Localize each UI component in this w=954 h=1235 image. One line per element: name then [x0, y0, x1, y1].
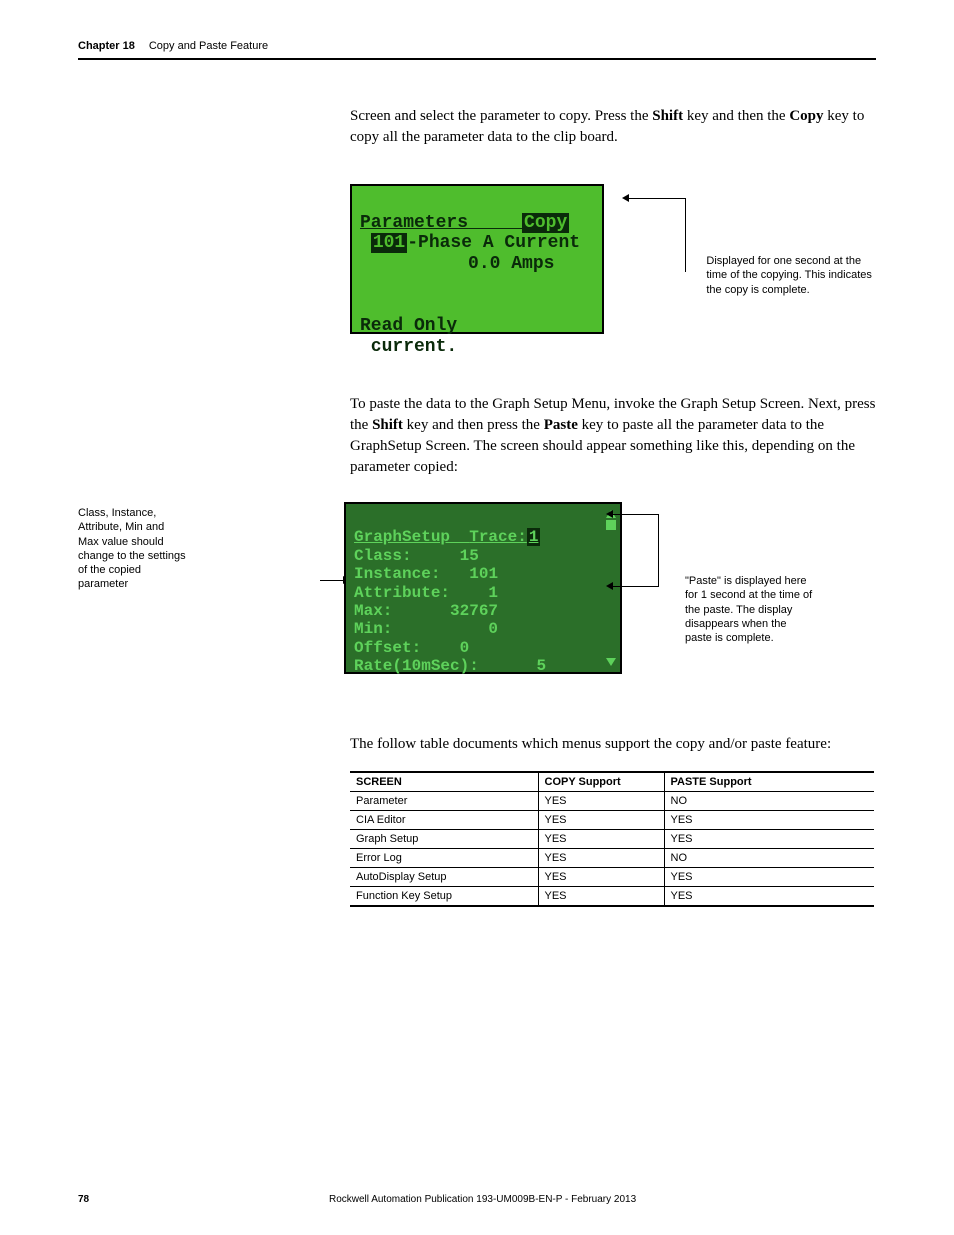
- table-cell: YES: [538, 830, 664, 849]
- table-cell: Function Key Setup: [350, 887, 538, 907]
- table-cell: YES: [664, 811, 874, 830]
- paste-note: "Paste" is displayed here for 1 second a…: [685, 502, 815, 645]
- chapter-number: Chapter 18: [78, 40, 135, 52]
- publication-line: Rockwell Automation Publication 193-UM00…: [89, 1194, 876, 1205]
- table-cell: YES: [538, 849, 664, 868]
- table-cell: Parameter: [350, 792, 538, 811]
- chapter-title: Copy and Paste Feature: [149, 40, 268, 52]
- lcd-paste-figure: Class, Instance, Attribute, Min and Max …: [78, 502, 876, 674]
- table-row: Error LogYESNO: [350, 849, 874, 868]
- table-cell: NO: [664, 849, 874, 868]
- table-cell: AutoDisplay Setup: [350, 868, 538, 887]
- table-cell: YES: [538, 792, 664, 811]
- th-copy: COPY Support: [538, 772, 664, 792]
- table-row: AutoDisplay SetupYESYES: [350, 868, 874, 887]
- table-header-row: SCREEN COPY Support PASTE Support: [350, 772, 874, 792]
- table-row: ParameterYESNO: [350, 792, 874, 811]
- table-cell: YES: [664, 887, 874, 907]
- table-cell: YES: [538, 868, 664, 887]
- lcd-parameters-screen: Parameters Copy 101-Phase A Current 0.0 …: [350, 184, 604, 334]
- table-cell: CIA Editor: [350, 811, 538, 830]
- paragraph-table-intro: The follow table documents which menus s…: [350, 734, 876, 755]
- paragraph-intro: Screen and select the parameter to copy.…: [350, 106, 876, 148]
- left-note: Class, Instance, Attribute, Min and Max …: [78, 502, 188, 592]
- table-cell: Graph Setup: [350, 830, 538, 849]
- table-cell: YES: [538, 887, 664, 907]
- right-arrow-connector: [636, 502, 671, 674]
- table-cell: NO: [664, 792, 874, 811]
- copy-note: Displayed for one second at the time of …: [706, 184, 876, 297]
- support-table: SCREEN COPY Support PASTE Support Parame…: [350, 771, 874, 907]
- table-cell: YES: [538, 811, 664, 830]
- lcd-graphsetup-screen: GraphSetup Trace:1 Class: 15 Instance: 1…: [344, 502, 622, 674]
- page-number: 78: [78, 1194, 89, 1205]
- table-cell: YES: [664, 830, 874, 849]
- th-screen: SCREEN: [350, 772, 538, 792]
- left-arrow: [320, 502, 344, 674]
- table-row: Function Key SetupYESYES: [350, 887, 874, 907]
- paragraph-paste: To paste the data to the Graph Setup Men…: [350, 394, 876, 478]
- table-row: Graph SetupYESYES: [350, 830, 874, 849]
- page-header: Chapter 18 Copy and Paste Feature: [78, 40, 876, 60]
- th-paste: PASTE Support: [664, 772, 874, 792]
- page-footer: 78 Rockwell Automation Publication 193-U…: [78, 1194, 876, 1205]
- lcd-copy-figure: Parameters Copy 101-Phase A Current 0.0 …: [350, 184, 876, 334]
- table-cell: YES: [664, 868, 874, 887]
- table-cell: Error Log: [350, 849, 538, 868]
- table-row: CIA EditorYESYES: [350, 811, 874, 830]
- arrow-connector: [628, 184, 683, 334]
